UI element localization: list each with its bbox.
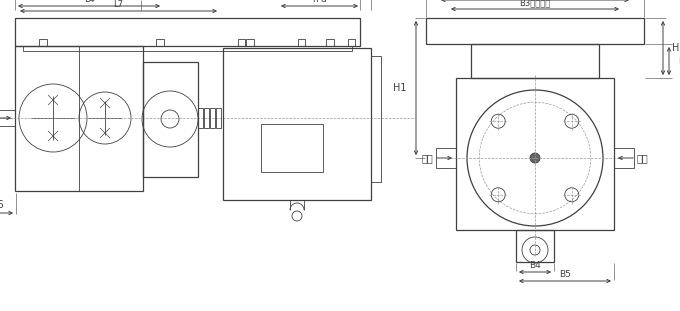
- Bar: [198, 108, 203, 128]
- Bar: [39, 39, 47, 46]
- Bar: [456, 78, 614, 230]
- Bar: [156, 39, 164, 46]
- Bar: [210, 108, 215, 128]
- Text: L6: L6: [0, 201, 4, 211]
- Bar: [348, 39, 355, 46]
- Bar: [0, 110, 15, 126]
- Text: H1: H1: [392, 83, 406, 93]
- Text: B5: B5: [559, 270, 571, 279]
- Bar: [23, 46, 352, 51]
- Bar: [15, 18, 360, 46]
- Bar: [216, 108, 221, 128]
- Bar: [436, 148, 456, 168]
- Bar: [471, 44, 599, 78]
- Text: L7: L7: [114, 0, 124, 9]
- Bar: [223, 48, 371, 200]
- Text: 出口: 出口: [421, 153, 433, 163]
- Bar: [246, 39, 254, 46]
- Text: H3: H3: [678, 57, 680, 66]
- Bar: [298, 39, 305, 46]
- Bar: [238, 39, 245, 46]
- Bar: [426, 18, 644, 44]
- Text: H2: H2: [672, 43, 680, 53]
- Circle shape: [530, 153, 540, 163]
- Bar: [261, 124, 323, 172]
- Text: B4: B4: [529, 261, 541, 270]
- Bar: [614, 148, 634, 168]
- Text: 进口: 进口: [637, 153, 649, 163]
- Bar: [326, 39, 334, 46]
- Bar: [371, 56, 381, 182]
- Bar: [143, 62, 198, 177]
- Bar: [15, 46, 143, 191]
- Text: n-d: n-d: [312, 0, 327, 4]
- Text: B3（泵端）: B3（泵端）: [520, 0, 551, 7]
- Text: L4: L4: [84, 0, 95, 4]
- Bar: [204, 108, 209, 128]
- Bar: [516, 230, 554, 262]
